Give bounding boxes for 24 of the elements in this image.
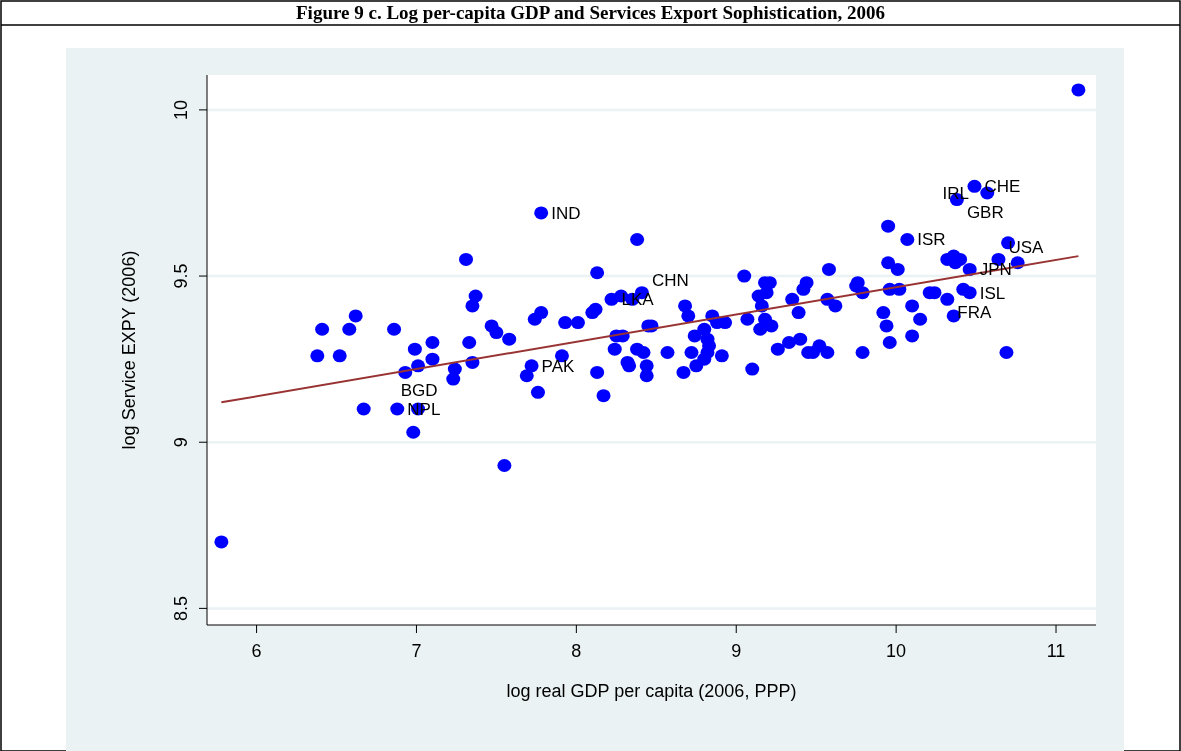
y-tick-label: 8.5 [171, 595, 191, 621]
chart-title: Figure 9 c. Log per-capita GDP and Services Export Sophistication, 2006 [296, 2, 885, 23]
y-axis-title: log Service EXPY (2006) [119, 250, 139, 450]
annotation: PAK [541, 356, 575, 376]
annotation: ISR [917, 230, 946, 250]
x-tick-label: 9 [731, 641, 742, 661]
annotation: ISL [979, 283, 1006, 303]
annotation: CHN [651, 271, 689, 291]
x-tick-label: 8 [571, 641, 582, 661]
y-tick-label: 10 [171, 99, 191, 120]
x-tick-label: 6 [251, 641, 262, 661]
annotation: IND [551, 203, 581, 223]
y-tick-label: 9 [171, 437, 191, 448]
annotation: FRA [957, 302, 992, 322]
annotation: IRL [942, 183, 970, 203]
annotation: GBR [966, 203, 1004, 223]
x-tick-label: 11 [1046, 641, 1066, 661]
x-tick-label: 10 [886, 641, 907, 661]
annotation: USA [1008, 237, 1045, 257]
x-tick-label: 7 [411, 641, 422, 661]
x-axis-title: log real GDP per capita (2006, PPP) [506, 681, 797, 701]
annotation: CHE [984, 177, 1021, 197]
y-tick-label: 9.5 [171, 263, 191, 289]
annotation: BGD [400, 381, 438, 401]
